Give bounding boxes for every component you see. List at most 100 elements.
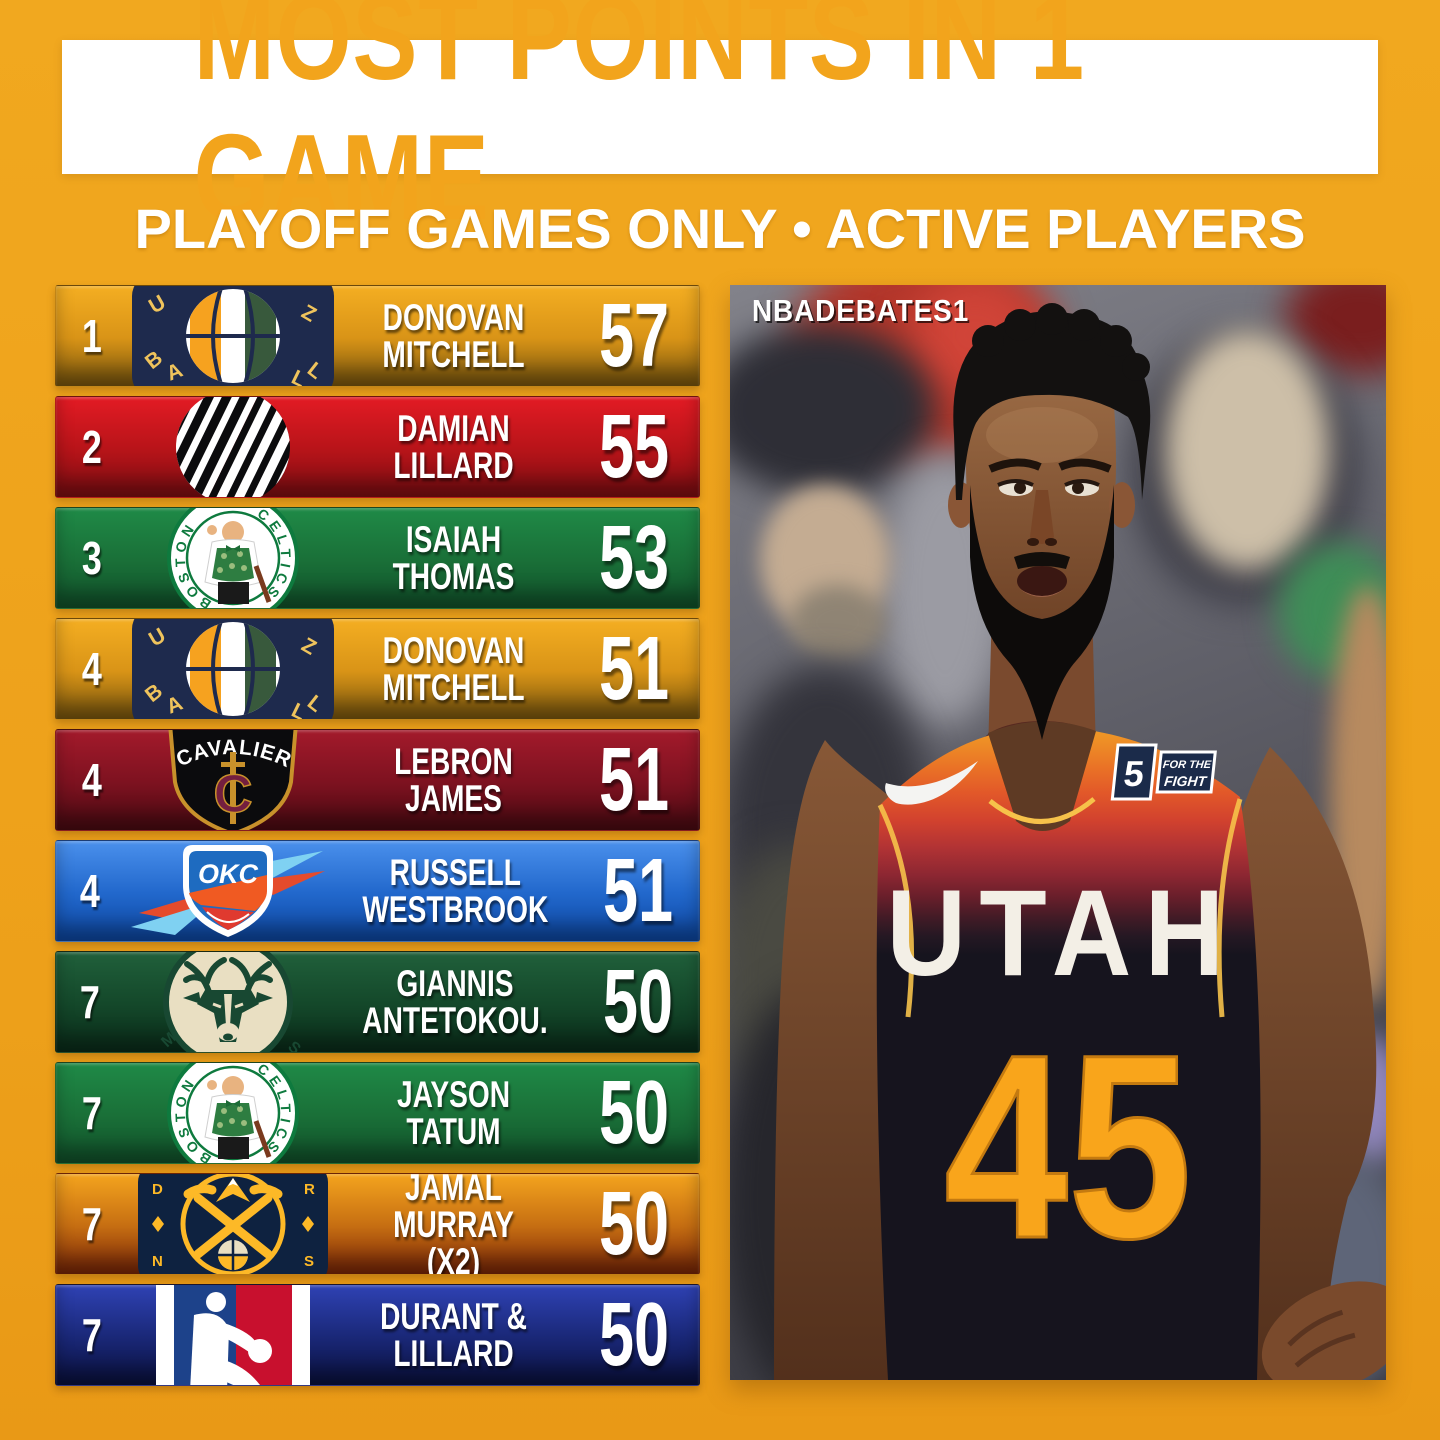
player-name-line2: THOMAS xyxy=(392,556,515,597)
svg-text:OKC: OKC xyxy=(198,859,259,889)
points-cell: 55 xyxy=(569,396,699,497)
points-cell: 50 xyxy=(569,1173,699,1274)
rank-cell2: 3 xyxy=(56,531,128,585)
player-name-line1: DAMIAN xyxy=(397,408,510,449)
points-value: 55 xyxy=(598,396,670,497)
rank-cell: 7 xyxy=(56,1197,128,1251)
rank-label: 3 xyxy=(82,532,102,584)
rank-cell: 4 xyxy=(56,753,128,807)
svg-text:S: S xyxy=(285,1038,305,1052)
rank-label: 7 xyxy=(82,1087,102,1139)
rank-label: 4 xyxy=(82,643,102,695)
celtics-logo: BOSTON CELTICS xyxy=(128,508,338,608)
svg-text:FOR THE: FOR THE xyxy=(1162,759,1212,771)
player-name-line1: ISAIAH xyxy=(405,519,502,560)
player-name-line2: LILLARD xyxy=(393,445,514,486)
svg-text:5: 5 xyxy=(1122,753,1146,794)
points-cell: 51 xyxy=(569,618,699,719)
leaderboard-row: 2 xyxy=(55,396,700,498)
nuggets-logo: D R N S xyxy=(128,1174,338,1274)
points-value: 50 xyxy=(598,1062,670,1163)
points-cell: 50 xyxy=(569,1284,699,1385)
rank-cell: 7 xyxy=(56,1086,128,1140)
rank-cell: 7 xyxy=(56,1308,128,1362)
watermark-wrap: NBADEBATES1 xyxy=(752,293,993,329)
player-name: RUSSELL WESTBROOK xyxy=(333,854,578,928)
player-name-line1: DONOVAN xyxy=(382,297,525,338)
player-name-line2: ANTETOKOU. xyxy=(362,1000,549,1041)
rank-cell: 4 xyxy=(56,864,123,918)
svg-text:C: C xyxy=(214,764,253,824)
points-cell: 50 xyxy=(569,1062,699,1163)
points-cell: 57 xyxy=(569,285,699,386)
player-name: DURANT & LILLARD xyxy=(338,1298,569,1372)
page-title: MOST POINTS IN 1 GAME xyxy=(193,0,1085,245)
rank-label: 4 xyxy=(79,865,100,917)
points-value: 51 xyxy=(598,618,670,719)
svg-text:N: N xyxy=(152,1253,163,1270)
points-cell: 51 xyxy=(569,729,699,830)
points-value: 50 xyxy=(598,1284,670,1385)
watermark: NBADEBATES1 xyxy=(752,293,970,328)
subtitle-bar: PLAYOFF GAMES ONLY • ACTIVE PLAYERS xyxy=(0,196,1440,261)
player-name: GIANNIS ANTETOKOU. xyxy=(333,965,577,1039)
player-name: DONOVAN MITCHELL xyxy=(338,632,569,706)
leaderboard-row: 7 BOSTON CELTICS JA xyxy=(55,1062,700,1164)
jersey-number: 45 xyxy=(944,1000,1192,1293)
rank-label: 7 xyxy=(79,976,100,1028)
rank-label: 4 xyxy=(82,754,102,806)
rank-label: 1 xyxy=(82,310,102,362)
player-name-line2: MITCHELL xyxy=(382,667,525,708)
rank-label: 7 xyxy=(82,1309,102,1361)
leaderboard-row: 7 DURANT & LILLARD 50 xyxy=(55,1284,700,1386)
svg-text:FIGHT: FIGHT xyxy=(1163,773,1208,789)
player-name: DAMIAN LILLARD xyxy=(338,410,569,484)
rank-cell: 2 xyxy=(56,420,128,474)
points-value: 50 xyxy=(603,951,674,1052)
nba-logo xyxy=(128,1285,338,1385)
rank-label: 7 xyxy=(82,1198,102,1250)
player-name-line2: MITCHELL xyxy=(382,334,525,375)
points-value: 50 xyxy=(598,1173,670,1274)
points-cell: 51 xyxy=(578,840,699,941)
player-illustration: 5 FOR THE FIGHT UTAH 45 xyxy=(774,303,1386,1380)
points-value: 51 xyxy=(603,840,674,941)
svg-text:D: D xyxy=(152,1181,163,1198)
leaderboard-row: 3 BOSTON CELTICS IS xyxy=(55,507,700,609)
rank-cell: 1 xyxy=(56,309,128,363)
player-name: DONOVAN MITCHELL xyxy=(338,299,569,373)
player-name-line1: GIANNIS xyxy=(396,963,514,1004)
player-name-line1: LEBRON xyxy=(394,741,513,782)
okc-thunder-logo: OKC xyxy=(123,841,333,941)
trail-blazers-logo xyxy=(128,397,338,497)
title-banner: MOST POINTS IN 1 GAME xyxy=(62,0,1378,245)
player-name-line1: DONOVAN xyxy=(382,630,525,671)
rank-cell: 7 xyxy=(56,975,123,1029)
player-photo: 5 FOR THE FIGHT UTAH 45 xyxy=(730,285,1386,1380)
player-name: LEBRON JAMES xyxy=(338,743,569,817)
rank-label: 2 xyxy=(82,421,102,473)
player-name: JAYSON TATUM xyxy=(338,1076,569,1150)
rank-cell: 4 xyxy=(56,642,128,696)
player-name-line1: JAYSON xyxy=(396,1074,511,1115)
celtics-logo: BOSTON CELTICS xyxy=(128,1063,338,1163)
player-name: ISAIAH THOMAS xyxy=(338,521,569,595)
points-cell: 53 xyxy=(569,507,699,608)
bucks-logo: M S xyxy=(123,952,333,1052)
points-value: 53 xyxy=(598,507,670,608)
player-name-line2: JAMES xyxy=(405,778,502,819)
page-subtitle: PLAYOFF GAMES ONLY • ACTIVE PLAYERS xyxy=(134,197,1306,260)
player-name-line1: JAMAL xyxy=(405,1173,502,1208)
leaderboard-row: 7 D R N S xyxy=(55,1173,700,1275)
jersey-patch: 5 FOR THE FIGHT xyxy=(1110,743,1217,801)
points-value: 51 xyxy=(598,729,670,830)
cavaliers-logo: CAVALIERS C xyxy=(128,730,338,830)
svg-text:S: S xyxy=(304,1253,314,1270)
svg-text:R: R xyxy=(304,1181,315,1198)
points-value: 57 xyxy=(598,285,670,386)
